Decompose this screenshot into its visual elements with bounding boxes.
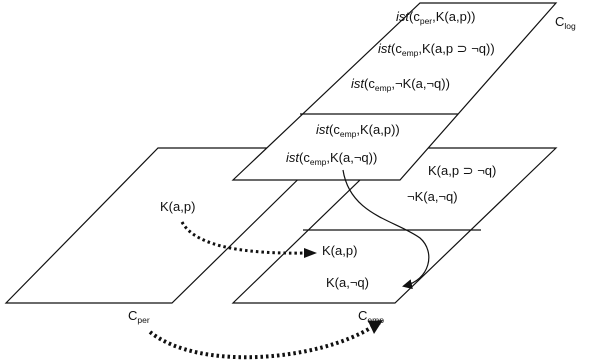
log-formula-5: ist(cemp,K(a,¬q)) xyxy=(286,150,377,167)
per-emp-dotted-arrowhead xyxy=(304,248,317,258)
emp-lower-formula-1: K(a,p) xyxy=(322,243,357,258)
emp-upper-formula-1: K(a,p ⊃ ¬q) xyxy=(428,163,496,178)
context-mapping-arrowhead xyxy=(368,320,383,334)
log-formula-4: ist(cemp,K(a,p)) xyxy=(316,122,400,139)
context-label-log: Clog xyxy=(555,14,576,31)
lifting-arrow xyxy=(342,169,430,290)
log-formula-2: ist(cemp,K(a,p ⊃ ¬q)) xyxy=(378,41,495,58)
context-label-per: Cper xyxy=(128,308,150,325)
context-label-emp: Cemp xyxy=(358,308,384,325)
log-formula-3: ist(cemp,¬K(a,¬q)) xyxy=(351,76,450,93)
emp-lower-formula-2: K(a,¬q) xyxy=(326,275,369,290)
emp-upper-formula-2: ¬K(a,¬q) xyxy=(407,189,458,204)
log-formula-1: ist(cper,K(a,p)) xyxy=(396,9,475,26)
context-mapping-dotted-link xyxy=(148,325,374,360)
per-formula-1: K(a,p) xyxy=(160,199,195,214)
context-plane-log xyxy=(231,2,558,181)
context-plane-emp xyxy=(231,147,558,304)
